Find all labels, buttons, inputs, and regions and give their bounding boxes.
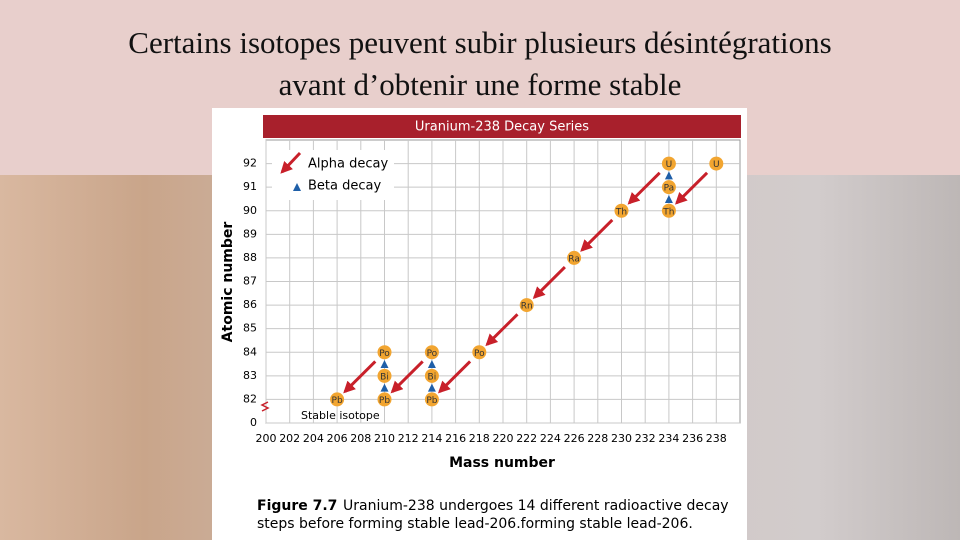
isotope-point: [661, 203, 676, 218]
x-tick-label: 216: [445, 432, 466, 445]
alpha-decay: [437, 360, 472, 394]
isotope-label: U: [713, 160, 720, 170]
y-tick-label: 90: [243, 204, 257, 217]
isotope-point: [661, 180, 676, 195]
x-tick-label: 210: [374, 432, 395, 445]
isotope-label: Bi: [428, 372, 437, 382]
isotope-point: [377, 368, 392, 383]
axis-break: [260, 401, 270, 412]
x-tick-label: 224: [540, 432, 561, 445]
beta-decay: [380, 383, 389, 392]
y-tick-label: 84: [243, 345, 257, 358]
alpha-decay: [343, 360, 377, 394]
y-axis-label: Atomic number: [220, 222, 236, 343]
y-tick-label: 87: [243, 275, 257, 288]
isotope-label: Rn: [521, 302, 533, 312]
beta-decay: [664, 194, 673, 203]
isotope-point: [472, 345, 487, 360]
isotope-point: [709, 156, 724, 171]
legend-label: Alpha decay: [308, 157, 388, 172]
x-tick-label: 238: [706, 432, 727, 445]
figure-label: Figure 7.7: [257, 498, 337, 514]
beta-decay: [664, 171, 673, 180]
alpha-decay: [390, 360, 424, 394]
alpha-decay: [485, 313, 519, 347]
isotope-point: [424, 345, 439, 360]
alpha-decay: [674, 171, 709, 205]
isotope-label: Po: [474, 349, 485, 359]
x-tick-label: 232: [635, 432, 656, 445]
chart-title: Uranium-238 Decay Series: [415, 120, 589, 135]
x-tick-label: 212: [398, 432, 419, 445]
alpha-decay: [627, 171, 661, 205]
caption: steps before forming stable lead-206.for…: [257, 516, 693, 532]
isotope-label: Bi: [380, 372, 389, 382]
isotope-point: [424, 392, 439, 407]
y-tick-label: 86: [243, 298, 257, 311]
isotope-label: Pb: [332, 396, 343, 406]
isotope-point: [661, 156, 676, 171]
y-tick-label: 91: [243, 180, 257, 193]
isotope-label: Pb: [426, 396, 437, 406]
x-tick-label: 236: [682, 432, 703, 445]
beta-decay: [427, 360, 436, 369]
isotope-label: U: [666, 160, 673, 170]
x-tick-label: 228: [587, 432, 608, 445]
isotope-point: [567, 250, 582, 265]
isotope-label: Th: [662, 207, 674, 217]
x-tick-label: 220: [493, 432, 514, 445]
slide-title: avant d’obtenir une forme stable: [279, 67, 682, 102]
isotope-label: Th: [615, 207, 627, 217]
x-tick-label: 202: [279, 432, 300, 445]
isotope-label: Po: [427, 349, 438, 359]
y-tick-label: 89: [243, 227, 257, 240]
beta-decay: [427, 383, 436, 392]
isotope-label: Ra: [568, 254, 580, 264]
isotope-point: [377, 392, 392, 407]
beta-decay: [380, 360, 389, 369]
alpha-decay: [532, 266, 566, 300]
isotope-point: [377, 345, 392, 360]
x-tick-label: 204: [303, 432, 324, 445]
x-tick-label: 208: [350, 432, 371, 445]
legend-label: Beta decay: [308, 179, 381, 194]
isotope-label: Pa: [664, 184, 675, 194]
legend-box: [272, 150, 394, 200]
y-tick-label: 0: [250, 416, 257, 429]
slide-title: Certains isotopes peuvent subir plusieur…: [128, 25, 831, 60]
x-tick-label: 206: [327, 432, 348, 445]
legend-beta-marker: [293, 183, 301, 191]
chart-title-bar: [263, 115, 741, 138]
caption: Uranium-238 undergoes 14 different radio…: [343, 498, 729, 514]
y-tick-label: 83: [243, 369, 257, 382]
isotope-point: [424, 368, 439, 383]
alpha-decay: [580, 218, 614, 252]
isotope-label: Po: [379, 349, 390, 359]
isotope-label: Pb: [379, 396, 390, 406]
y-tick-label: 88: [243, 251, 257, 264]
x-tick-label: 230: [611, 432, 632, 445]
x-tick-label: 218: [469, 432, 490, 445]
legend-alpha-arrow: [280, 151, 302, 174]
x-tick-label: 222: [516, 432, 537, 445]
x-tick-label: 214: [421, 432, 442, 445]
x-axis-label: Mass number: [449, 455, 555, 471]
isotope-point: [614, 203, 629, 218]
x-tick-label: 226: [564, 432, 585, 445]
x-tick-label: 234: [658, 432, 679, 445]
annotation: Stable isotope: [301, 409, 380, 422]
isotope-point: [519, 298, 534, 313]
y-tick-label: 92: [243, 157, 257, 170]
isotope-point: [330, 392, 345, 407]
x-tick-label: 200: [256, 432, 277, 445]
y-tick-label: 85: [243, 322, 257, 335]
y-tick-label: 82: [243, 392, 257, 405]
